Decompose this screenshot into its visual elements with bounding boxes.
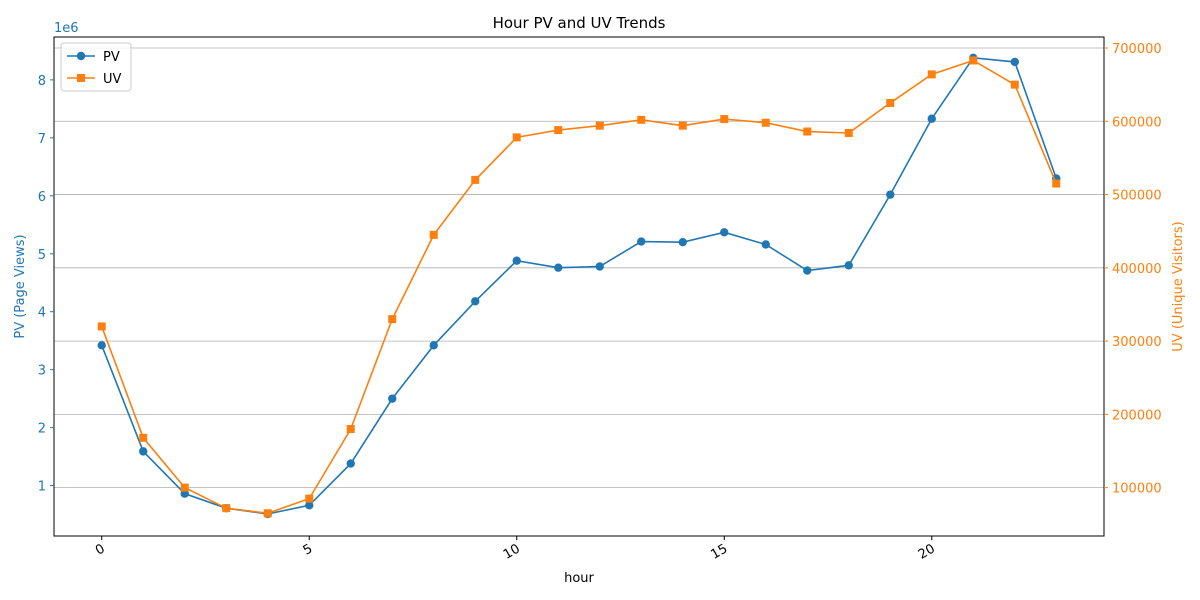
series-uv-point [388, 315, 397, 324]
left-y-tick-label: 4 [38, 306, 46, 321]
series-pv-point [678, 237, 687, 247]
series-uv-point [97, 322, 106, 331]
series-pv-point [761, 240, 770, 249]
series-uv-line [100, 59, 1058, 515]
series-pv-point [429, 341, 438, 350]
series-pv-point [554, 263, 563, 272]
right-y-axis-label: UV (Unique Visitors) [1171, 221, 1186, 351]
series-pv-point [346, 459, 355, 468]
series-uv-point [844, 128, 853, 137]
legend-uv-label: UV [103, 72, 122, 87]
series-uv-point [637, 115, 646, 124]
series-pv-point [471, 297, 480, 306]
left-y-tick-label: 7 [38, 132, 46, 147]
legend-item-pv: PV [67, 50, 120, 65]
series-pv-point [305, 501, 314, 510]
series-uv-point [678, 121, 687, 130]
series-uv [97, 56, 1061, 518]
series-pv-point [595, 262, 604, 271]
legend: PV UV [60, 42, 132, 92]
series-uv-point [595, 121, 604, 130]
left-y-axis-multiplier: 1e6 [54, 21, 79, 36]
left-y-tick-label: 6 [38, 190, 46, 205]
right-y-tick-label: 100000 [1112, 482, 1162, 497]
legend-item-uv: UV [67, 72, 122, 87]
left-y-tick-label: 1 [38, 480, 46, 495]
x-tick-label: 5 [301, 541, 316, 558]
grid-lines [54, 47, 1104, 489]
x-axis-label: hour [564, 571, 594, 586]
right-y-tick-label: 200000 [1112, 408, 1162, 423]
x-tick-label: 20 [916, 541, 938, 562]
series-pv-line [100, 57, 1058, 515]
series-uv-point [1010, 80, 1019, 89]
legend-pv-label: PV [103, 50, 120, 65]
series-uv-point [969, 56, 978, 65]
series-uv-point [305, 494, 314, 503]
right-y-tick-label: 300000 [1112, 335, 1162, 350]
left-y-tick-label: 8 [38, 74, 46, 89]
series-uv-point [180, 483, 189, 492]
series-uv-point [1052, 179, 1061, 188]
series-pv-point [720, 228, 729, 237]
x-tick-label: 15 [708, 541, 730, 562]
legend-pv-marker [76, 51, 86, 61]
right-y-tick-label: 600000 [1112, 115, 1162, 130]
chart-title: Hour PV and UV Trends [493, 14, 666, 32]
right-y-tick-label: 400000 [1112, 262, 1162, 277]
right-y-tick-label: 500000 [1112, 189, 1162, 204]
series-uv-point [803, 127, 812, 136]
x-tick-label: 10 [501, 541, 523, 562]
series-pv [97, 53, 1061, 519]
series-uv-point [554, 126, 563, 135]
series-uv-point [471, 175, 480, 184]
left-y-tick-label: 2 [38, 422, 46, 437]
series-pv-point [844, 261, 853, 270]
plot-area-frame [53, 36, 1105, 537]
series-uv-point [429, 230, 438, 239]
series-layer [97, 53, 1061, 519]
series-pv-point [637, 237, 646, 246]
right-y-tick-label: 700000 [1112, 42, 1162, 57]
series-uv-point [346, 425, 355, 434]
left-y-tick-label: 3 [38, 364, 46, 379]
series-pv-point [1010, 57, 1019, 67]
left-y-axis: 1 2 3 4 5 6 7 8 [38, 74, 54, 495]
legend-uv-marker [77, 74, 85, 82]
series-pv-point [886, 190, 895, 199]
series-pv-point [139, 447, 148, 456]
left-y-axis-label: PV (Page Views) [13, 234, 28, 338]
series-uv-point [761, 118, 770, 127]
series-pv-point [388, 394, 397, 403]
right-y-axis: 100000 200000 300000 400000 500000 600000 7000… [1104, 42, 1162, 497]
series-uv-point [222, 504, 231, 513]
series-pv-point [803, 266, 812, 275]
series-pv-point [927, 114, 936, 123]
series-pv-point [97, 341, 106, 350]
x-axis: 0 5 10 15 20 [93, 536, 938, 563]
series-uv-point [512, 133, 521, 142]
left-y-tick-label: 5 [38, 248, 46, 263]
x-tick-label: 0 [93, 541, 108, 558]
series-uv-point [263, 509, 272, 518]
series-uv-point [720, 115, 729, 124]
series-uv-point [139, 433, 148, 442]
series-uv-point [886, 98, 895, 107]
series-uv-point [927, 70, 936, 79]
series-pv-point [512, 256, 521, 265]
